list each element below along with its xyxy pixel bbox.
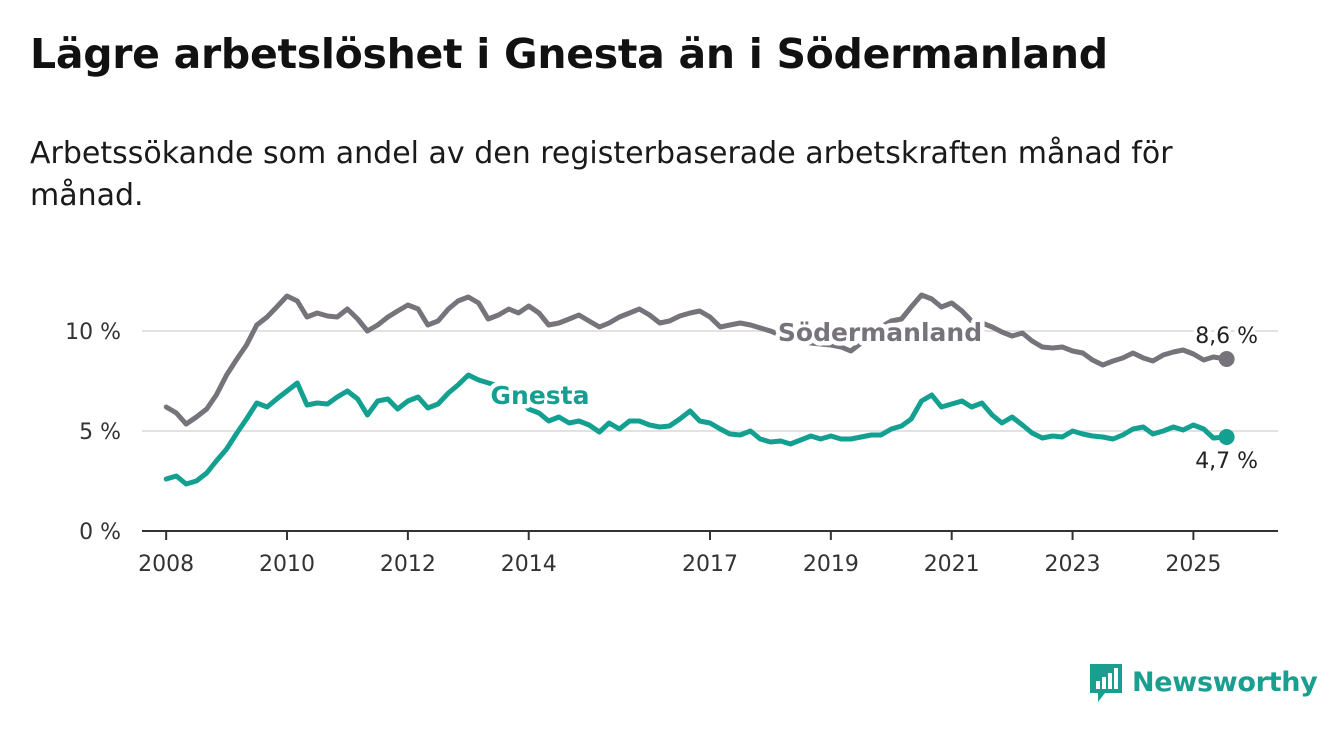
series-end-marker bbox=[1218, 351, 1235, 367]
chart-subtitle: Arbetssökande som andel av den registerb… bbox=[30, 136, 1173, 213]
x-tick-label: 2021 bbox=[924, 552, 980, 577]
x-tick-label: 2010 bbox=[259, 552, 315, 577]
series-line-södermanland bbox=[163, 292, 1230, 427]
y-tick-label: 5 % bbox=[79, 420, 121, 445]
x-tick-label: 2025 bbox=[1165, 552, 1221, 577]
series-label: Södermanland bbox=[778, 318, 982, 347]
y-tick-label: 0 % bbox=[79, 520, 121, 545]
x-tick-label: 2014 bbox=[501, 552, 557, 577]
series-line-gnesta bbox=[163, 372, 1230, 487]
end-value-halo: 8,6 % bbox=[1195, 324, 1258, 349]
line-chart: 0 %5 %10 % 2008 2010 2012 2014 2017 2019 2021 2… bbox=[65, 292, 1278, 577]
x-tick-label: 2017 bbox=[682, 552, 738, 577]
x-tick-label: 2008 bbox=[138, 552, 194, 577]
x-tick-label: 2019 bbox=[803, 552, 859, 577]
series-lines bbox=[163, 292, 1235, 487]
series-end-marker bbox=[1218, 429, 1235, 445]
end-value-label: 4,7 % bbox=[1195, 449, 1258, 474]
chart-title: Lägre arbetslöshet i Gnesta än i Söderma… bbox=[30, 30, 1108, 78]
y-tick-label: 10 % bbox=[65, 320, 121, 345]
series-labels: SödermanlandSödermanlandGnestaGnesta8,6 … bbox=[486, 314, 1262, 478]
x-axis-ticks: 2008 2010 2012 2014 2017 2019 2021 2023 2025 bbox=[138, 531, 1221, 577]
y-axis-ticks: 0 % 5 % 10 % bbox=[65, 320, 121, 545]
series-label: Gnesta bbox=[491, 381, 590, 410]
gridlines bbox=[142, 330, 1278, 432]
x-tick-label: 2023 bbox=[1045, 552, 1101, 577]
series-label-halo: Gnesta bbox=[491, 381, 590, 410]
end-value-label: 8,6 % bbox=[1195, 324, 1258, 349]
x-tick-label: 2012 bbox=[380, 552, 436, 577]
brand-logo: Newsworthy bbox=[1088, 660, 1318, 704]
end-value-halo: 4,7 % bbox=[1195, 449, 1258, 474]
series-label-halo: Södermanland bbox=[778, 318, 982, 347]
brand-name: Newsworthy bbox=[1132, 666, 1318, 698]
bar-chart-logo-icon bbox=[1090, 664, 1122, 702]
